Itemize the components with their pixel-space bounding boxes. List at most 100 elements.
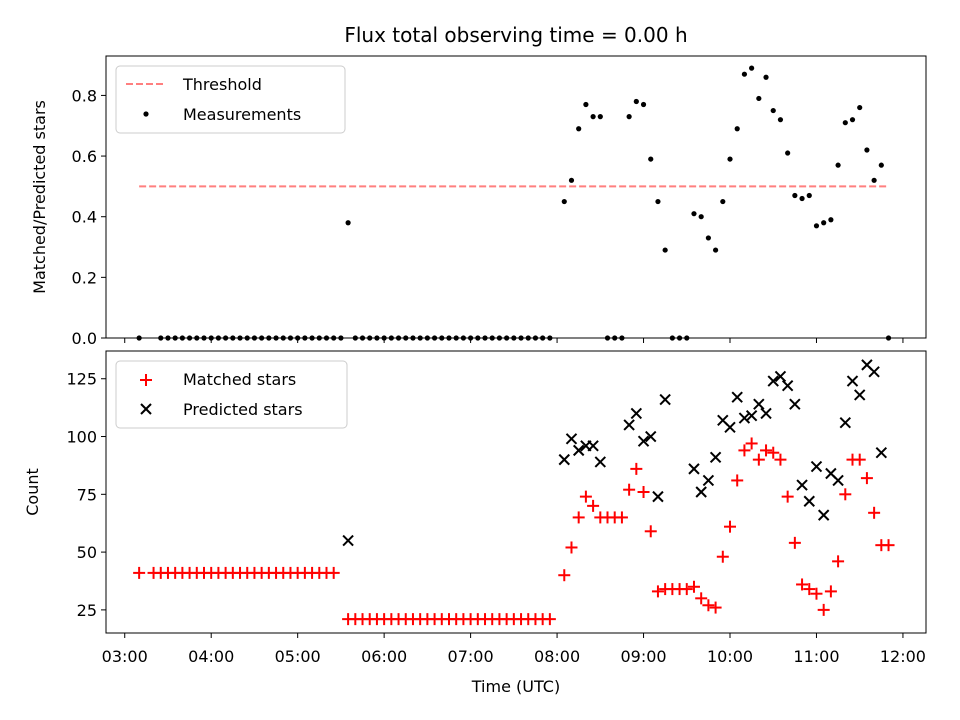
measurement-point bbox=[640, 101, 647, 108]
matched-star-point bbox=[745, 437, 758, 450]
bottom-x-ticks: 03:00 04:00 05:00 06:00 07:00 08:00 09:00 10:00… bbox=[102, 633, 926, 666]
top-panel: 0.00.20.40.60.8 Matched/Predicted stars … bbox=[30, 55, 927, 348]
matched-star-point bbox=[680, 583, 693, 596]
measurement-point bbox=[705, 235, 711, 241]
measurement-point bbox=[777, 117, 784, 123]
matched-star-point bbox=[810, 587, 823, 600]
matched-star-point bbox=[882, 539, 895, 552]
predicted-star-point bbox=[846, 375, 859, 387]
matched-star-point bbox=[630, 462, 643, 475]
predicted-star-point bbox=[623, 419, 635, 431]
measurement-point bbox=[662, 247, 668, 253]
matched-star-point bbox=[644, 525, 657, 538]
measurement-point bbox=[626, 114, 632, 120]
matched-star-point bbox=[565, 541, 578, 554]
predicted-star-point bbox=[645, 430, 657, 443]
predicted-star-point bbox=[652, 490, 664, 503]
measurement-point bbox=[763, 74, 769, 80]
measurement-point bbox=[655, 198, 661, 205]
bottom-y-tick-label: 25 bbox=[77, 601, 97, 620]
matched-star-point bbox=[788, 536, 801, 549]
measurement-point bbox=[849, 117, 856, 123]
predicted-star-point bbox=[854, 389, 866, 401]
predicted-star-point bbox=[810, 460, 823, 473]
matched-star-point bbox=[824, 585, 837, 598]
matched-star-point bbox=[327, 566, 340, 579]
measurement-point bbox=[878, 162, 884, 168]
measurement-point bbox=[734, 126, 740, 132]
top-y-tick-label: 0.8 bbox=[72, 86, 97, 105]
measurement-point bbox=[691, 211, 697, 217]
x-tick-label: 06:00 bbox=[361, 647, 407, 666]
x-tick-label: 11:00 bbox=[793, 647, 839, 666]
matched-star-point bbox=[572, 511, 585, 524]
x-tick-label: 04:00 bbox=[188, 647, 234, 666]
measurement-point bbox=[633, 98, 639, 105]
measurement-point bbox=[828, 217, 834, 223]
top-y-tick-label: 0.4 bbox=[72, 208, 97, 227]
matched-star-point bbox=[637, 486, 650, 498]
bottom-y-tick-label: 75 bbox=[77, 485, 97, 504]
predicted-star-point bbox=[630, 407, 643, 420]
predicted-star-point bbox=[832, 474, 844, 487]
measurements-legend-marker bbox=[143, 111, 149, 117]
predicted-star-point bbox=[587, 440, 599, 452]
predicted-star-point bbox=[753, 398, 765, 410]
matched-star-point bbox=[853, 453, 866, 466]
measurement-point bbox=[583, 101, 589, 108]
predicted-star-point bbox=[558, 453, 570, 466]
matched-star-point bbox=[579, 490, 592, 503]
measurement-point bbox=[813, 223, 820, 229]
predicted-star-point bbox=[688, 463, 700, 475]
measurement-point bbox=[806, 192, 812, 199]
bottom-marks bbox=[133, 359, 895, 626]
measurement-point bbox=[561, 198, 567, 205]
measurement-point bbox=[770, 107, 776, 114]
matched-star-point bbox=[803, 583, 816, 596]
matched-star-point bbox=[716, 550, 729, 563]
measurement-point bbox=[727, 156, 733, 162]
matched-star-point bbox=[731, 474, 744, 487]
legend-predicted-label: Predicted stars bbox=[183, 400, 303, 419]
bottom-legend-box bbox=[115, 360, 348, 429]
predicted-star-point bbox=[745, 410, 758, 422]
measurement-point bbox=[792, 192, 798, 199]
matched-star-point bbox=[781, 490, 794, 503]
bottom-panel: 25 50 75 100 125 03:00 04:00 05:00 06:00 07:00 08… bbox=[23, 350, 927, 696]
measurement-point bbox=[749, 65, 755, 71]
predicted-star-point bbox=[767, 375, 779, 387]
predicted-star-point bbox=[738, 412, 751, 424]
bottom-legend: Matched stars Predicted stars bbox=[115, 360, 348, 429]
matched-star-point bbox=[543, 613, 556, 626]
predicted-star-point bbox=[637, 435, 650, 447]
top-axes-frame bbox=[105, 55, 927, 339]
top-legend-box bbox=[115, 65, 346, 134]
x-tick-label: 03:00 bbox=[102, 647, 148, 666]
matched-star-point bbox=[651, 585, 664, 598]
matched-star-point bbox=[839, 488, 852, 501]
matched-star-point bbox=[615, 511, 628, 524]
matched-star-point bbox=[860, 472, 873, 485]
top-y-ticks: 0.0 0.2 0.4 0.6 0.8 bbox=[72, 86, 106, 348]
legend-threshold-label: Threshold bbox=[182, 75, 262, 94]
measurement-point bbox=[864, 147, 870, 153]
x-axis-label: Time (UTC) bbox=[471, 677, 560, 696]
predicted-star-point bbox=[709, 451, 722, 464]
top-y-tick-label: 0.0 bbox=[72, 329, 97, 348]
predicted-star-point bbox=[796, 479, 808, 491]
predicted-star-point bbox=[659, 393, 671, 406]
matched-star-point bbox=[868, 506, 881, 519]
predicted-star-point bbox=[868, 366, 880, 378]
predicted-star-point bbox=[594, 456, 607, 468]
matched-star-point bbox=[724, 520, 737, 533]
measurement-point bbox=[835, 162, 841, 168]
matched-star-point bbox=[558, 569, 571, 582]
measurement-point bbox=[741, 71, 748, 77]
predicted-star-point bbox=[760, 407, 772, 420]
chart-title: Flux total observing time = 0.00 h bbox=[344, 23, 687, 47]
predicted-star-point bbox=[781, 379, 794, 392]
matched-star-point bbox=[687, 580, 700, 593]
matched-star-point bbox=[709, 601, 722, 614]
predicted-star-point bbox=[817, 509, 830, 521]
